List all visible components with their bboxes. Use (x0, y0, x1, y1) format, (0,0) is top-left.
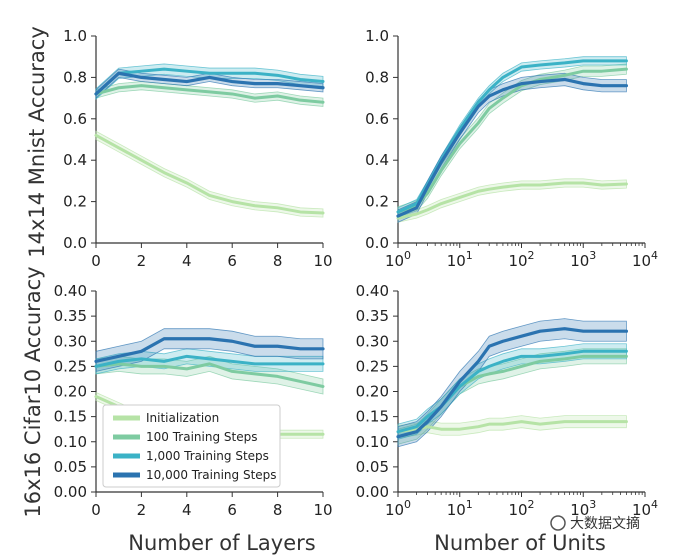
watermark-logo-icon (550, 515, 566, 531)
x-tick-label: 2 (137, 252, 147, 270)
series-line-100-training-steps (94, 84, 325, 104)
y-tick-label: 0.0 (365, 234, 389, 252)
watermark-text: 大数据文摘 (570, 515, 640, 532)
x-tick-label: 0 (91, 501, 101, 519)
x-tick-label: 4 (182, 501, 192, 519)
y-tick-label: 0.35 (54, 307, 87, 325)
x-tick-label: 100 (385, 498, 411, 519)
series-line-100-training-steps (396, 67, 628, 214)
series-line-initialization (396, 420, 628, 434)
x-tick-label: 6 (227, 252, 237, 270)
y-tick-label: 0.00 (54, 483, 87, 501)
x-tick-label: 101 (447, 498, 473, 519)
y-tick-label: 1.0 (63, 27, 87, 45)
y-tick-label: 0.35 (356, 307, 389, 325)
x-tick-label: 10 (313, 501, 332, 519)
legend: Initialization 100 Training Steps 1,000 … (102, 404, 281, 488)
y-tick-label: 0.10 (356, 433, 389, 451)
y-tick-label: 0.4 (365, 151, 389, 169)
y-tick-label: 0.20 (54, 383, 87, 401)
x-tick-label: 8 (273, 501, 283, 519)
y-tick-label: 0.40 (356, 282, 389, 300)
y-tick-label: 0.20 (356, 383, 389, 401)
x-tick-label: 100 (385, 249, 411, 270)
y-tick-label: 0.6 (365, 110, 389, 128)
series-line-10-000-training-steps (396, 327, 629, 439)
x-tick-label: 4 (182, 252, 192, 270)
y-tick-label: 0.30 (356, 332, 389, 350)
y-tick-label: 0.25 (54, 357, 87, 375)
x-tick-label: 103 (570, 498, 596, 519)
y-tick-label: 0.05 (356, 458, 389, 476)
series-line-initialization (94, 133, 325, 215)
legend-box (102, 404, 281, 488)
xlabel-units: Number of Units (434, 531, 606, 555)
series-line-1-000-training-steps (94, 67, 325, 96)
series-band-initialization (95, 130, 324, 218)
legend-label-initialization: Initialization (146, 411, 219, 425)
y-tick-label: 0.0 (63, 234, 87, 252)
series-line-100-training-steps (94, 362, 325, 388)
series-line-initialization (396, 181, 628, 220)
x-tick-label: 0 (91, 252, 101, 270)
y-tick-label: 1.0 (365, 27, 389, 45)
series-band-10-000-training-steps (95, 68, 324, 100)
legend-label-100-steps: 100 Training Steps (146, 430, 257, 444)
panel-top-left: 0.0 0.2 0.4 0.6 0.8 1.0 0 2 4 6 8 10 (63, 27, 332, 270)
x-tick-label: 103 (570, 249, 596, 270)
x-tick-label: 101 (447, 249, 473, 270)
y-tick-label: 0.4 (63, 151, 87, 169)
y-tick-label: 0.15 (356, 408, 389, 426)
y-tick-label: 0.6 (63, 110, 87, 128)
y-tick-label: 0.2 (365, 193, 389, 211)
y-tick-label: 0.8 (365, 68, 389, 86)
series-line-1-000-training-steps (396, 349, 628, 434)
y-tick-label: 0.2 (63, 193, 87, 211)
series-line-10-000-training-steps (94, 337, 325, 363)
y-tick-label: 0.8 (63, 68, 87, 86)
legend-label-1000-steps: 1,000 Training Steps (146, 449, 269, 463)
x-tick-label: 102 (508, 249, 534, 270)
y-tick-label: 0.10 (54, 433, 87, 451)
panel-bottom-right: 0.00 0.05 0.10 0.15 0.20 0.25 0.30 0.35 0.40 100 1… (356, 282, 658, 519)
x-tick-label: 104 (632, 498, 658, 519)
x-tick-label: 6 (227, 501, 237, 519)
x-tick-label: 2 (137, 501, 147, 519)
row-label-cifar10: 16x16 Cifar10 Accuracy (21, 266, 45, 517)
series-band-10-000-training-steps (95, 328, 324, 372)
series-line-10-000-training-steps (94, 71, 325, 96)
watermark: 大数据文摘 (550, 515, 640, 532)
row-label-mnist: 14x14 Mnist Accuracy (25, 26, 49, 258)
x-tick-label: 8 (273, 252, 283, 270)
series-line-1-000-training-steps (94, 354, 325, 368)
y-tick-label: 0.15 (54, 408, 87, 426)
y-tick-label: 0.00 (356, 483, 389, 501)
y-tick-label: 0.30 (54, 332, 87, 350)
y-tick-label: 0.40 (54, 282, 87, 300)
panel-top-right: 0.0 0.2 0.4 0.6 0.8 1.0 100 101 102 103 104 (365, 27, 658, 270)
x-tick-label: 104 (632, 249, 658, 270)
y-tick-label: 0.05 (54, 458, 87, 476)
series-line-10-000-training-steps (396, 77, 629, 218)
y-tick-label: 0.25 (356, 357, 389, 375)
x-tick-label: 10 (313, 252, 332, 270)
xlabel-layers: Number of Layers (128, 531, 315, 555)
legend-label-10000-steps: 10,000 Training Steps (146, 468, 277, 482)
x-tick-label: 102 (508, 498, 534, 519)
